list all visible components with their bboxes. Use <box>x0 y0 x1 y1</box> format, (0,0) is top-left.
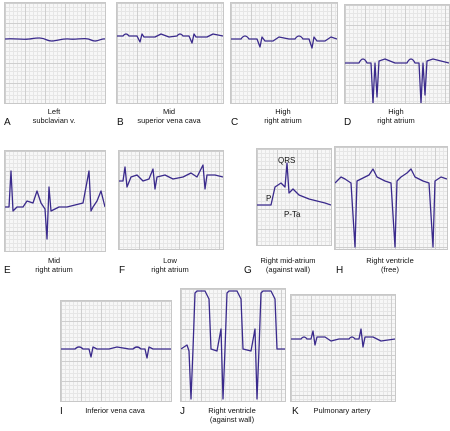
panel-j-letter: J <box>180 406 185 417</box>
panel-c-ecg-trace <box>231 35 337 49</box>
panel-i-letter: I <box>60 406 63 417</box>
panel-k-caption: Pulmonary artery <box>313 406 371 415</box>
panel-g-grid <box>256 148 332 246</box>
panel-d-ecg-trace <box>345 58 449 103</box>
panel-e-caption: Mid right atrium <box>35 256 73 274</box>
panel-a-caption: Left subclavian v. <box>32 107 76 125</box>
panel-k-grid <box>290 294 396 402</box>
panel-h-caption: Right ventricle (free) <box>366 256 414 274</box>
panel-g-letter: G <box>244 265 252 276</box>
panel-b-grid <box>116 2 224 104</box>
panel-h-letter: H <box>336 265 344 276</box>
panel-c-caption: High right atrium <box>264 107 302 125</box>
panel-d-grid <box>344 4 450 104</box>
panel-d-caption: High right atrium <box>377 107 415 125</box>
panel-k-letter: K <box>292 406 299 417</box>
panel-i-caption: Inferior vena cava <box>85 406 145 415</box>
panel-i-grid <box>60 300 172 402</box>
panel-f-ecg-trace <box>119 164 223 190</box>
panel-e-grid <box>4 150 106 252</box>
panel-h-ecg-trace <box>335 168 447 248</box>
panel-g-ecg-trace <box>257 162 331 206</box>
panel-d-letter: D <box>344 117 352 128</box>
panel-k-ecg-trace <box>291 328 395 348</box>
panel-j-caption: Right ventricle (against wall) <box>208 406 256 424</box>
panel-f-caption: Low right atrium <box>151 256 189 274</box>
panel-f-letter: F <box>119 265 126 276</box>
panel-h-grid <box>334 146 448 250</box>
panel-a-ecg-trace <box>5 37 105 42</box>
panel-b-letter: B <box>117 117 124 128</box>
panel-i-ecg-trace <box>61 346 171 359</box>
panel-f-grid <box>118 150 224 250</box>
panel-a-letter: A <box>4 117 11 128</box>
panel-e-ecg-trace <box>5 170 105 240</box>
qrs-label: QRS <box>278 156 296 165</box>
panel-a-grid <box>4 2 106 104</box>
panel-e-letter: E <box>4 265 11 276</box>
panel-b-ecg-trace <box>117 33 223 44</box>
panel-c-grid <box>230 2 338 104</box>
panel-g-caption: Right mid-atrium (against wall) <box>260 256 316 274</box>
panel-c-letter: C <box>231 117 239 128</box>
p-wave-label: P <box>266 194 272 203</box>
panel-j-grid <box>180 288 286 402</box>
panel-j-ecg-trace <box>181 290 285 400</box>
panel-b-caption: Mid superior vena cava <box>137 107 201 125</box>
p-ta-label: P-Ta <box>284 210 301 219</box>
